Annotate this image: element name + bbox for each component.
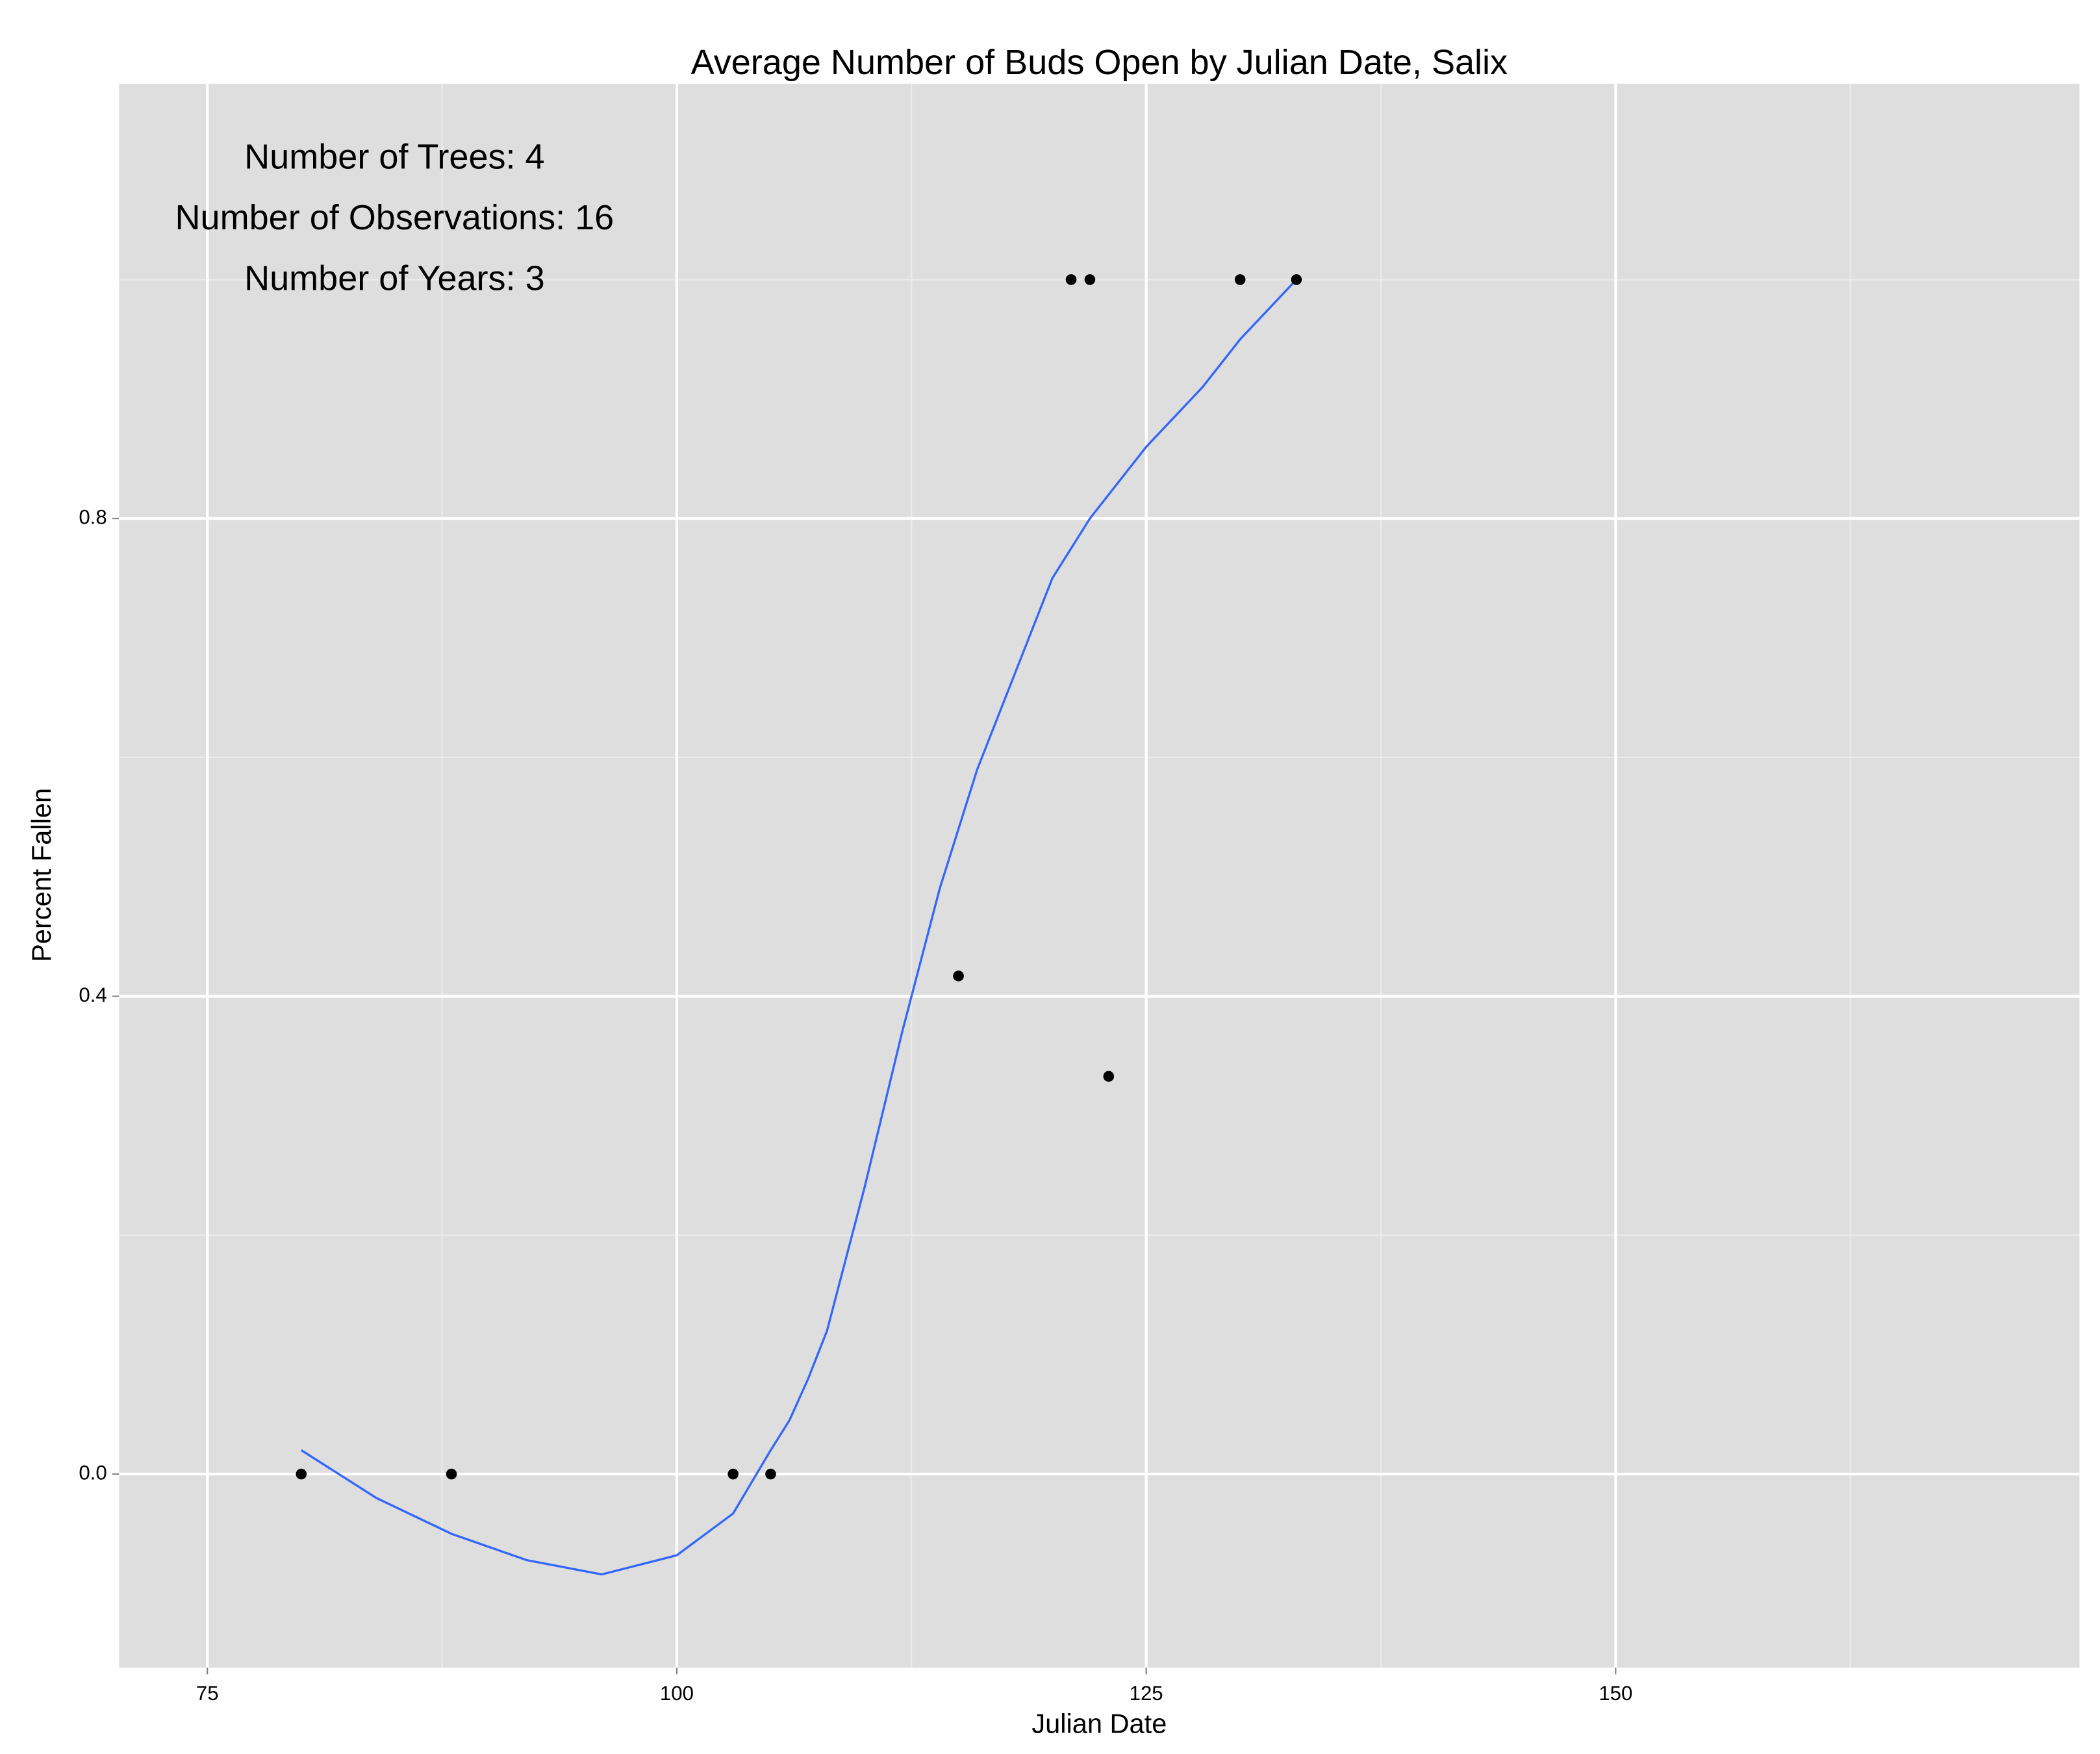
point xyxy=(1103,1071,1115,1082)
annotation: Number of Trees: 4 xyxy=(244,138,544,177)
point xyxy=(1234,274,1246,285)
plot-panel xyxy=(119,83,2080,1668)
point xyxy=(953,971,964,982)
chart-title: Average Number of Buds Open by Julian Da… xyxy=(691,43,1508,82)
point xyxy=(765,1468,776,1480)
point xyxy=(1291,274,1302,285)
point xyxy=(296,1468,307,1480)
x-axis-title: Julian Date xyxy=(1031,1708,1167,1738)
y-tick-label: 0.8 xyxy=(79,505,107,528)
smooth-line xyxy=(300,279,1298,1576)
annotation: Number of Years: 3 xyxy=(244,259,545,298)
x-tick-label: 75 xyxy=(196,1682,219,1705)
point xyxy=(446,1468,457,1480)
point xyxy=(727,1468,739,1480)
y-tick-label: 0.4 xyxy=(79,984,107,1006)
x-tick-label: 100 xyxy=(660,1682,694,1705)
y-tick-label: 0.0 xyxy=(79,1461,107,1484)
annotation: Number of Observations: 16 xyxy=(175,198,614,237)
point xyxy=(1084,274,1096,285)
point xyxy=(1065,274,1077,285)
x-tick-label: 150 xyxy=(1599,1682,1632,1705)
y-axis-title: Percent Fallen xyxy=(26,788,57,962)
x-tick-label: 125 xyxy=(1130,1682,1163,1705)
